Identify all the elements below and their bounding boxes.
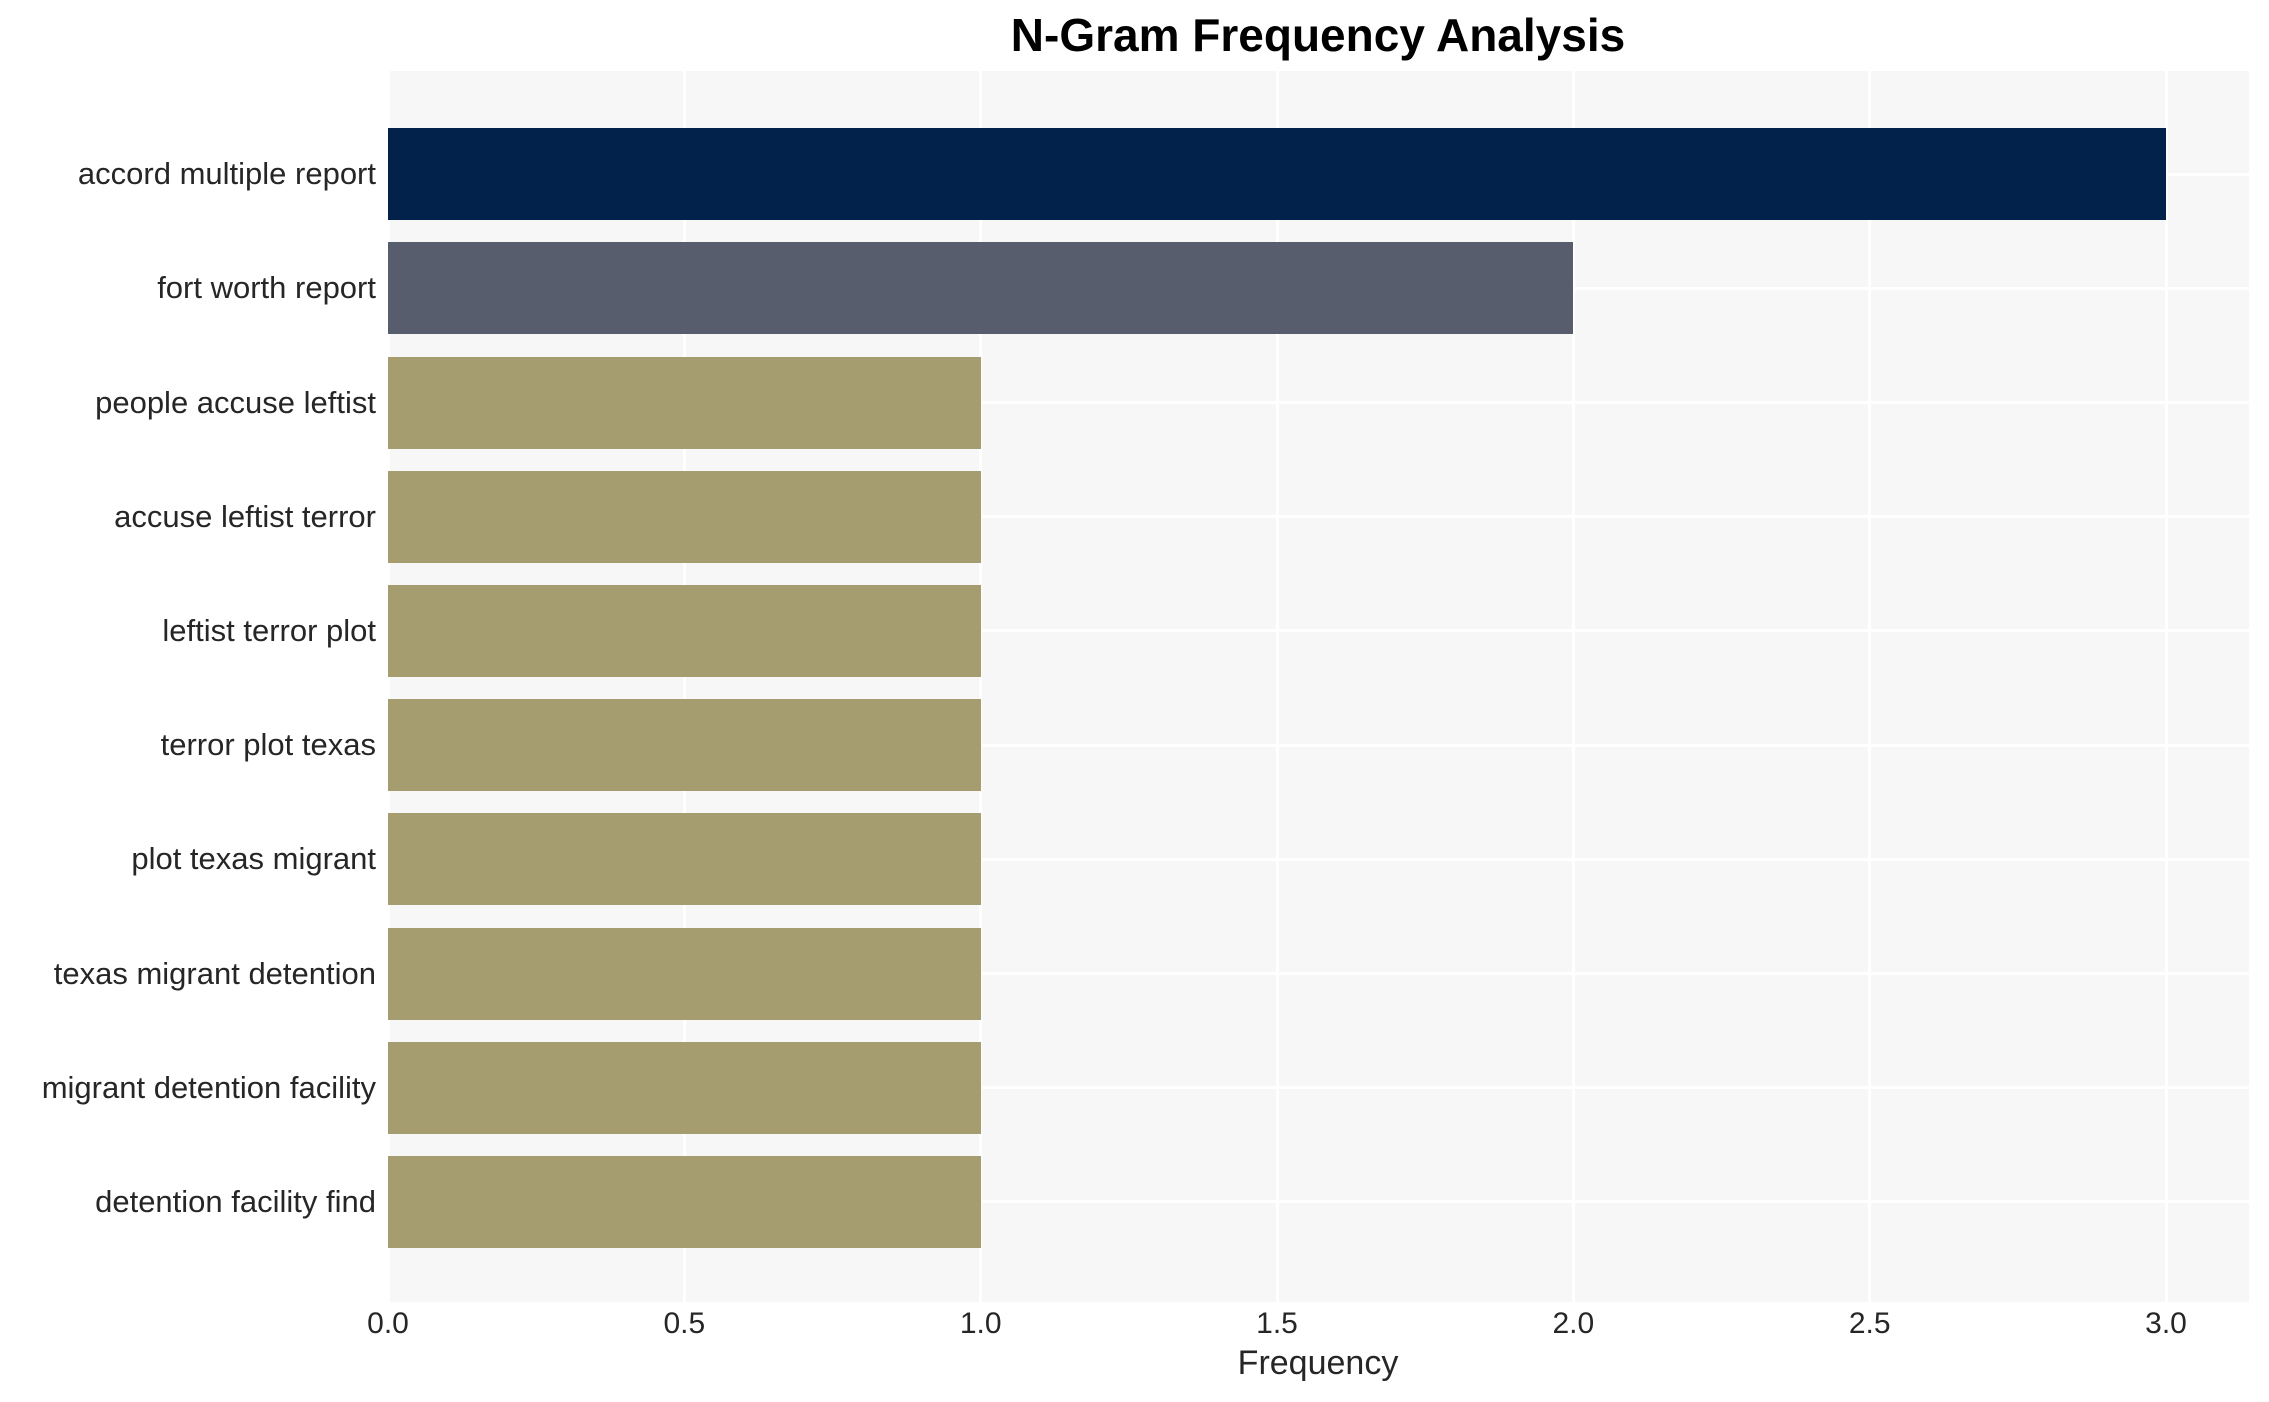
v-gridline [2164,71,2168,1302]
x-tick-label: 3.0 [2145,1307,2187,1340]
y-tick-label: plot texas migrant [131,841,376,877]
h-gridline [388,972,2249,975]
h-gridline [388,629,2249,633]
x-axis-label: Frequency [1237,1344,1399,1382]
x-tick-label: 2.5 [1848,1307,1891,1340]
bar [388,1041,981,1134]
y-tick-label: detention facility find [95,1183,376,1219]
x-tick-label: 1.5 [1256,1307,1298,1340]
v-gridline [979,71,983,1302]
y-tick-label: people accuse leftist [95,384,376,420]
v-gridline [1571,71,1575,1302]
y-tick-label: accord multiple report [77,156,376,192]
h-gridline [388,515,2249,519]
bar [388,813,981,906]
chart-title: N-Gram Frequency Analysis [1010,9,1626,61]
bar [388,927,981,1020]
v-gridline [1275,71,1279,1302]
y-tick-label: texas migrant detention [53,955,376,991]
h-gridline [388,1086,2249,1090]
plot-area [388,71,2249,1302]
v-gridline [1868,71,1872,1302]
y-tick-label: leftist terror plot [162,612,376,648]
x-tick-label: 2.0 [1552,1307,1595,1340]
bar [388,242,1574,335]
bar [388,356,981,449]
y-tick-label: fort worth report [157,270,376,306]
h-gridline [388,857,2249,861]
h-gridline [388,1200,2249,1204]
y-tick-label: accuse leftist terror [114,498,376,534]
bar [388,470,981,563]
bar [388,128,2167,221]
bar [388,699,981,792]
h-gridline [388,743,2249,747]
y-tick-label: migrant detention facility [41,1069,376,1105]
y-tick-label: terror plot texas [160,727,376,763]
x-tick-label: 1.0 [959,1307,1002,1340]
y-axis-labels: accord multiple report fort worth report p… [0,71,376,1302]
bar [388,1155,981,1248]
v-gridline [388,71,390,1302]
v-gridline [682,71,686,1302]
x-tick-label: 0.5 [663,1307,706,1340]
h-gridline [388,401,2249,404]
x-tick-label: 0.0 [367,1307,409,1340]
bar [388,584,981,677]
